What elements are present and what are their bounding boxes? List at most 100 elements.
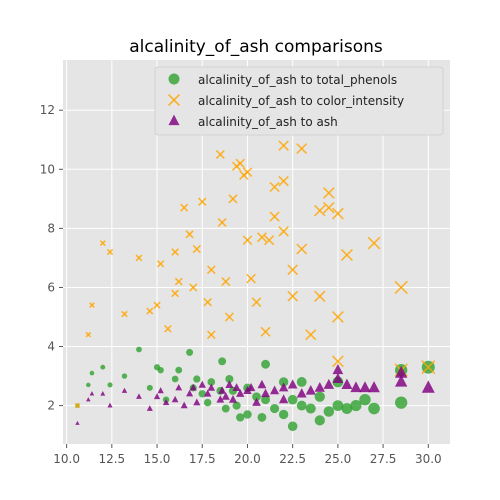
total-phenols-point (86, 382, 91, 388)
color-intensity-point (331, 355, 344, 368)
color-intensity-point (260, 326, 271, 337)
color-intensity-point (217, 217, 227, 227)
ash-point (100, 390, 106, 396)
x-stroke (224, 312, 234, 322)
ash-point (207, 383, 216, 391)
x-stroke (171, 289, 180, 298)
x-tick-label: 12.5 (98, 452, 125, 466)
ash-point (146, 405, 153, 411)
x-stroke (164, 324, 172, 333)
ash-point (171, 395, 179, 403)
ash-point (221, 392, 230, 400)
x-stroke (278, 140, 289, 151)
x-stroke (180, 203, 189, 212)
x-tick-label: 10.0 (53, 452, 80, 466)
ash-point (332, 372, 344, 384)
ash-point (421, 380, 435, 393)
color-intensity-point (197, 197, 207, 207)
color-intensity-point (85, 331, 92, 338)
ash-point (75, 420, 80, 425)
color-intensity-point (215, 150, 225, 160)
color-intensity-point (296, 143, 308, 155)
color-intensity-point (185, 230, 194, 239)
total-phenols-point (368, 402, 380, 415)
legend-box (154, 66, 444, 136)
color-intensity-point (153, 301, 161, 309)
total-phenols-point (221, 404, 230, 413)
x-stroke (203, 297, 212, 307)
ash-point (86, 397, 91, 402)
total-phenols-point (198, 390, 206, 398)
color-intensity-point (171, 289, 180, 298)
x-stroke (264, 235, 275, 246)
x-stroke (269, 181, 280, 193)
ash-point (153, 393, 161, 400)
ash-point (180, 401, 188, 409)
total-phenols-point (175, 366, 183, 374)
color-intensity-point (256, 232, 267, 243)
x-stroke (135, 254, 143, 262)
ash-point (186, 389, 194, 397)
y-axis: 2 4 6 8 10 12 (40, 103, 63, 413)
ash-point (218, 386, 227, 394)
x-stroke (331, 207, 344, 220)
x-tick-label: 22.5 (279, 452, 306, 466)
legend-label-total-phenols: alcalinity_of_ash to total_phenols (198, 73, 397, 87)
color-intensity-point (287, 264, 299, 276)
total-phenols-point (186, 348, 194, 356)
ash-point (261, 388, 271, 398)
color-intensity-point (287, 290, 299, 302)
color-intensity-point (323, 201, 335, 214)
total-phenols-point (225, 374, 234, 384)
color-intensity-point (74, 402, 81, 409)
color-intensity-point (246, 273, 256, 284)
color-intensity-point (278, 226, 289, 237)
color-intensity-point (394, 280, 408, 295)
color-intensity-point (174, 277, 183, 286)
x-stroke (215, 150, 225, 160)
x-stroke (197, 197, 207, 207)
x-stroke (287, 264, 299, 276)
color-intensity-point (251, 297, 262, 308)
legend-label-color-intensity: alcalinity_of_ash to color_intensity (198, 94, 404, 108)
x-stroke (146, 307, 154, 315)
color-intensity-point (296, 243, 308, 255)
total-phenols-point (252, 392, 261, 402)
total-phenols-point (296, 400, 307, 411)
ash-point (359, 381, 371, 393)
x-stroke (323, 187, 335, 199)
x-stroke (256, 232, 267, 243)
total-phenols-point (261, 395, 271, 405)
ash-point (175, 383, 183, 391)
ash-point (257, 379, 267, 389)
total-phenols-point (323, 406, 335, 417)
total-phenols-point (236, 413, 245, 422)
ash-point (252, 397, 261, 406)
total-phenols-point (269, 403, 280, 414)
total-phenols-point (261, 359, 271, 369)
ash-point (107, 402, 113, 408)
total-phenols-point (89, 370, 95, 376)
color-intensity-point (106, 248, 114, 256)
color-intensity-point (135, 254, 143, 262)
total-phenols-point (257, 412, 267, 422)
x-tick-label: 20.0 (234, 452, 261, 466)
total-phenols-point (121, 373, 128, 379)
x-stroke (278, 226, 289, 237)
total-phenols-point (107, 382, 113, 388)
color-intensity-point (192, 244, 202, 254)
total-phenols-point (305, 403, 316, 414)
color-intensity-point (121, 310, 128, 318)
x-stroke (156, 260, 165, 268)
total-phenols-point (341, 403, 353, 415)
total-phenols-point (203, 398, 212, 407)
data-points (74, 140, 436, 432)
ash-point (232, 383, 241, 391)
color-intensity-point (206, 330, 216, 340)
x-stroke (251, 297, 262, 308)
x-stroke (421, 360, 436, 375)
legend: alcalinity_of_ash to total_phenols alcal… (154, 66, 444, 136)
color-intensity-point (203, 297, 212, 307)
x-stroke (242, 167, 253, 178)
ash-point (305, 385, 316, 395)
